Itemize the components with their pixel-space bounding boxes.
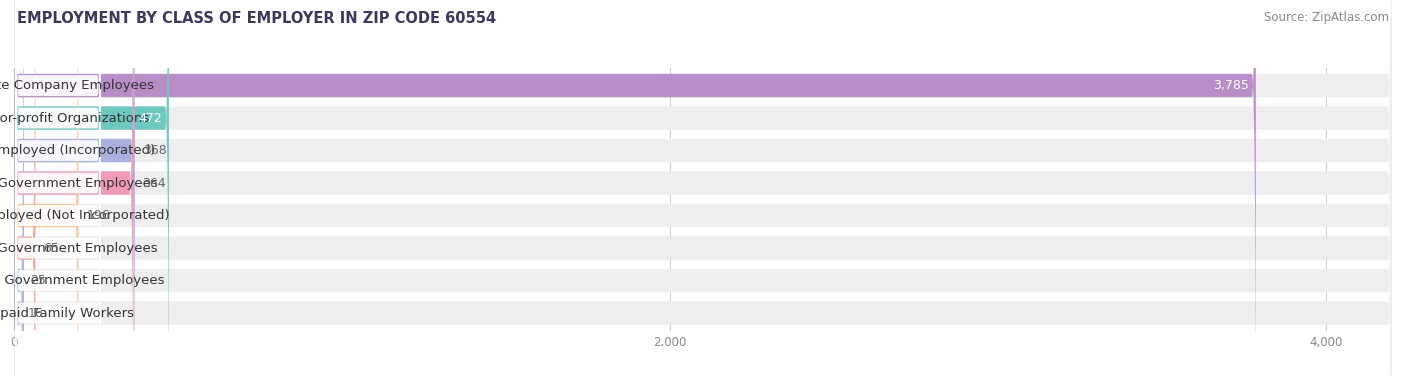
FancyBboxPatch shape	[15, 0, 101, 376]
FancyBboxPatch shape	[15, 0, 101, 376]
FancyBboxPatch shape	[14, 0, 1392, 376]
Text: Private Company Employees: Private Company Employees	[0, 79, 153, 92]
FancyBboxPatch shape	[14, 0, 24, 376]
Text: 196: 196	[87, 209, 110, 222]
Text: Self-Employed (Incorporated): Self-Employed (Incorporated)	[0, 144, 156, 157]
Text: EMPLOYMENT BY CLASS OF EMPLOYER IN ZIP CODE 60554: EMPLOYMENT BY CLASS OF EMPLOYER IN ZIP C…	[17, 11, 496, 26]
Text: 472: 472	[139, 112, 162, 124]
Text: Federal Government Employees: Federal Government Employees	[0, 274, 165, 287]
Text: 368: 368	[143, 144, 167, 157]
FancyBboxPatch shape	[15, 0, 101, 376]
FancyBboxPatch shape	[15, 0, 101, 376]
FancyBboxPatch shape	[14, 0, 1392, 376]
Text: Self-Employed (Not Incorporated): Self-Employed (Not Incorporated)	[0, 209, 169, 222]
Text: 364: 364	[142, 177, 166, 190]
FancyBboxPatch shape	[14, 0, 1392, 376]
FancyBboxPatch shape	[14, 0, 1392, 376]
FancyBboxPatch shape	[14, 0, 79, 376]
Text: Not-for-profit Organizations: Not-for-profit Organizations	[0, 112, 149, 124]
FancyBboxPatch shape	[15, 0, 101, 376]
FancyBboxPatch shape	[15, 0, 101, 376]
FancyBboxPatch shape	[14, 0, 35, 376]
Text: Source: ZipAtlas.com: Source: ZipAtlas.com	[1264, 11, 1389, 24]
FancyBboxPatch shape	[14, 0, 1392, 376]
FancyBboxPatch shape	[15, 0, 101, 376]
FancyBboxPatch shape	[14, 0, 135, 376]
Text: Local Government Employees: Local Government Employees	[0, 177, 157, 190]
FancyBboxPatch shape	[14, 0, 1256, 376]
Text: 25: 25	[31, 274, 46, 287]
FancyBboxPatch shape	[14, 0, 24, 376]
FancyBboxPatch shape	[15, 0, 101, 376]
Text: 16: 16	[28, 306, 44, 320]
FancyBboxPatch shape	[14, 0, 1392, 376]
Text: State Government Employees: State Government Employees	[0, 241, 157, 255]
FancyBboxPatch shape	[14, 0, 169, 376]
Text: 3,785: 3,785	[1213, 79, 1250, 92]
Text: 65: 65	[44, 241, 59, 255]
FancyBboxPatch shape	[14, 0, 1392, 376]
FancyBboxPatch shape	[14, 0, 134, 376]
Text: Unpaid Family Workers: Unpaid Family Workers	[0, 306, 134, 320]
FancyBboxPatch shape	[14, 0, 1392, 376]
